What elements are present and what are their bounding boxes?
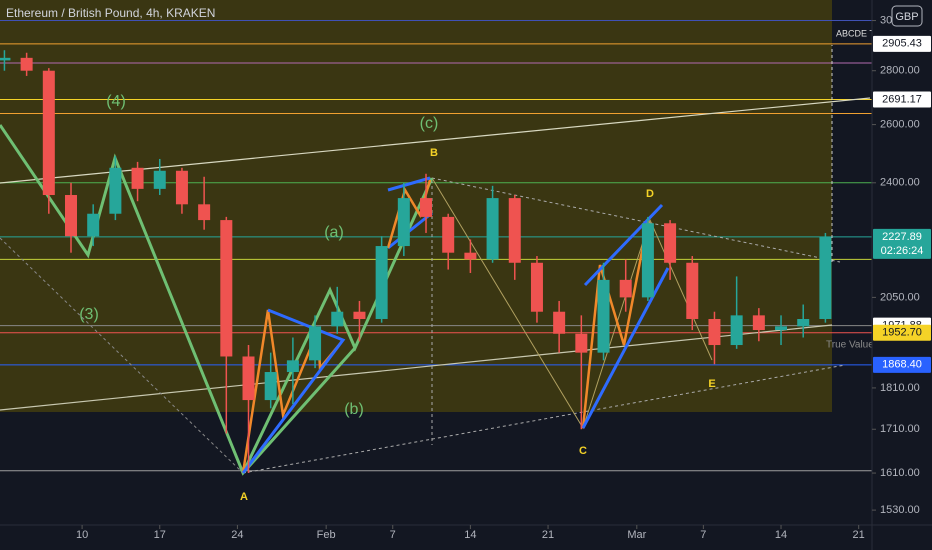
wave-line <box>241 308 346 474</box>
y-tick-label: 2400.00 <box>880 177 920 189</box>
point-label: C <box>579 445 587 457</box>
price-marker-label: 1952.70 <box>882 327 922 339</box>
x-tick-label: 7 <box>700 529 706 541</box>
y-tick-label: 2050.00 <box>880 291 920 303</box>
wave-line <box>583 203 664 287</box>
price-marker <box>873 228 931 259</box>
candle-body <box>42 70 55 196</box>
candle-body <box>286 360 299 373</box>
price-marker <box>873 35 931 52</box>
candle-body <box>220 220 233 357</box>
candle-body <box>198 204 211 221</box>
candle-body <box>553 311 566 334</box>
y-tick-label: 30 <box>880 14 892 26</box>
candle-body <box>175 170 188 205</box>
candle-body <box>575 333 588 353</box>
candles <box>0 50 832 474</box>
candle-body <box>797 318 810 327</box>
point-label: A <box>240 491 248 503</box>
countdown: 02:26:24 <box>881 245 924 257</box>
candle-body <box>664 223 677 263</box>
levels <box>0 20 872 472</box>
wave-label: (4) <box>106 93 126 110</box>
price-marker <box>873 356 931 373</box>
trend-line <box>0 97 871 184</box>
candle-body <box>131 167 144 189</box>
true-value-label: True Value <box>826 340 874 351</box>
candle-body <box>775 326 788 331</box>
y-tick-label: 1710.00 <box>880 423 920 435</box>
point-label: B <box>430 147 438 159</box>
wave-line <box>387 176 431 192</box>
x-tick-label: 21 <box>853 529 865 541</box>
candle-body <box>686 262 699 319</box>
x-tick-label: 17 <box>154 529 166 541</box>
trend-line <box>0 324 833 411</box>
candle-body <box>353 311 366 319</box>
x-tick-label: 10 <box>76 529 88 541</box>
price-marker <box>873 324 931 341</box>
x-tick-label: 24 <box>231 529 243 541</box>
time-axis <box>0 525 932 550</box>
currency[interactable]: GBP <box>895 11 918 23</box>
wave-line <box>386 179 432 249</box>
price-marker-label: 2905.43 <box>882 38 922 50</box>
candle-body <box>597 279 610 353</box>
candle-body <box>508 198 521 263</box>
candle-body <box>420 198 433 217</box>
x-tick-label: 21 <box>542 529 554 541</box>
x-tick-label: 7 <box>390 529 396 541</box>
annotations: (4) (c) (a) (b) (3) A B C D E ABCDE Tria… <box>79 28 884 503</box>
wave-label: (b) <box>344 401 364 418</box>
y-tick-label: 1530.00 <box>880 504 920 516</box>
candle-body <box>0 57 11 61</box>
candle-body <box>397 198 410 247</box>
wave-label: (c) <box>420 115 439 132</box>
y-tick-label: 1610.00 <box>880 467 920 479</box>
candle-body <box>65 195 78 237</box>
candle-body <box>619 279 632 298</box>
x-tick-label: Mar <box>627 529 646 541</box>
dashed-line <box>0 237 244 474</box>
candle-body <box>242 356 255 401</box>
y-tick-label: 2800.00 <box>880 65 920 77</box>
candle-body <box>641 223 654 298</box>
candle-body <box>87 213 100 237</box>
price-marker-label: 1868.40 <box>882 359 922 371</box>
candle-body <box>486 198 499 260</box>
candle-body <box>309 326 322 361</box>
point-label: E <box>708 378 715 390</box>
wave-line <box>387 211 433 250</box>
candle-body <box>819 236 832 319</box>
chart-title: Ethereum / British Pound, 4h, KRAKEN <box>6 6 215 20</box>
y-tick-label: 1810.00 <box>880 382 920 394</box>
candle-body <box>331 311 344 327</box>
candle-body <box>708 318 721 346</box>
x-tick-label: Feb <box>317 529 336 541</box>
x-tick-label: 14 <box>775 529 787 541</box>
wave-line <box>581 219 650 429</box>
candle-body <box>264 372 277 401</box>
pattern-label: ABCDE Tria <box>836 28 885 38</box>
candle-body <box>20 57 33 71</box>
candle-body <box>375 246 388 319</box>
price-marker <box>873 91 931 108</box>
candle-body <box>464 252 477 260</box>
y-tick-label: 2600.00 <box>880 118 920 130</box>
candle-body <box>752 315 765 331</box>
wave-label: (a) <box>324 224 344 241</box>
candle-body <box>730 315 743 346</box>
candle-body <box>442 216 455 253</box>
axes: 1530.00 1610.00 1710.00 1810.00 2050.00 2400.… <box>76 14 931 541</box>
candle-body <box>153 170 166 189</box>
candle-body <box>530 262 543 312</box>
currency-box <box>891 5 923 27</box>
price-marker-label: 2227.89 <box>882 231 922 243</box>
point-label: D <box>646 188 654 200</box>
candle-body <box>109 167 122 214</box>
wave-label: (3) <box>79 306 99 323</box>
x-tick-label: 14 <box>464 529 476 541</box>
price-marker-label: 2691.17 <box>882 93 922 105</box>
